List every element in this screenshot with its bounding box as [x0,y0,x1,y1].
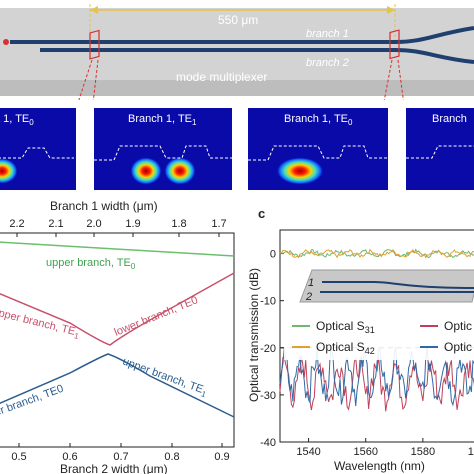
bottom-tick-3: 0.7 [113,451,128,463]
label-te0-left: er branch, TE0 [0,383,65,419]
multiplexer-label: mode multiplexer [176,70,267,84]
waveguide-branch2 [40,48,474,64]
inset-label-1: 1 [308,277,314,289]
mode-tile-2: Branch 1, TE1 [94,108,232,190]
transmission-chart: c Optical transmission (dB) 0 -10 -20 -30 -4… [247,206,474,473]
branch2-label: branch 2 [306,57,349,69]
legend-s42: Optical S [316,340,365,354]
legend-s42-sub: 42 [365,346,375,356]
legend-blue: Optic [444,340,472,354]
spectrum-frame [279,229,474,443]
x-axis-label: Wavelength (nm) [334,459,425,473]
top-axis-label: Branch 1 width (μm) [50,199,158,213]
branch1-label: branch 1 [306,28,349,40]
curve-te0-upper [0,353,235,418]
callout-line-4 [397,59,404,100]
mode-sub-3: 0 [348,118,353,127]
legend-s31: Optical S [316,319,365,333]
top-tick-3: 2.0 [86,218,101,230]
y-ticks: 0 -10 -20 -30 -40 [260,249,284,449]
top-tick-labels: 2.2 2.1 2.0 1.9 1.8 1.7 [9,218,226,230]
y-tick-label-2: -20 [260,343,276,355]
bottom-tick-5: 0.9 [214,451,229,463]
svg-text:Branch: Branch [432,113,467,125]
svg-text:pper branch, TE1: pper branch, TE1 [0,307,81,341]
width-sweep-chart: Branch 1 width (μm) 2.2 2.1 2.0 1.9 1.8 … [0,199,235,474]
x-tick-label-2: 1580 [411,446,435,458]
label-upper-te0: upper branch, TE [46,257,131,269]
top-tick-2: 2.1 [48,218,63,230]
label-upper-te0-sub: 0 [131,262,136,271]
mode-label-2: Branch 1, TE [128,113,192,125]
top-schematic: 550 μm branch 1 branch 2 mode multiplexe… [0,4,474,100]
curve-upper-te0 [0,241,235,257]
y-axis-label: Optical transmission (dB) [247,268,261,402]
label-upper-te1-sub: 1 [200,389,208,399]
svg-text:Optical S31: Optical S31 [316,319,375,335]
cross-section-marker-left [89,29,100,60]
waveguide-branch1 [10,26,474,44]
mode-label-1: a 1, TE [0,113,29,125]
substrate-edge [0,80,474,96]
y-tick-label-0: 0 [270,249,276,261]
x-tick-label-1: 1560 [353,446,377,458]
top-tick-6: 1.7 [211,218,226,230]
mode-label-3: Branch 1, TE [284,113,348,125]
mode-tile-1: a 1, TE0 [0,108,76,190]
mode-profiles: a 1, TE0 Branch 1, TE1 Branch 1, TE0 Bra… [0,108,474,190]
arrow-right [387,6,395,14]
mode-sub-1: 0 [29,118,34,127]
inset-device: 1 2 [299,269,474,303]
legend-red: Optic [444,319,472,333]
svg-text:Branch 1, TE0: Branch 1, TE0 [284,113,353,127]
label-te1-left: pper branch, TE [0,307,77,338]
plot-frame [0,232,235,448]
callout-line-1 [78,59,93,100]
svg-text:a 1, TE0: a 1, TE0 [0,113,34,127]
x-tick-label-0: 1540 [296,446,320,458]
svg-text:Optical S42: Optical S42 [316,340,375,356]
y-tick-label-3: -30 [260,390,276,402]
mode-tile-3: Branch 1, TE0 [248,108,388,190]
y-tick-label-1: -10 [260,296,276,308]
bottom-tick-4: 0.8 [164,451,179,463]
top-tick-1: 2.2 [9,218,24,230]
top-tick-5: 1.8 [171,218,186,230]
top-tick-4: 1.9 [125,218,140,230]
bottom-tick-labels: 0.5 0.6 0.7 0.8 0.9 [11,451,229,463]
x-ticks: 1540 1560 1580 1600 [296,438,474,458]
length-label: 550 μm [218,13,258,27]
series-line-0 [279,248,474,259]
bottom-tick-1: 0.5 [11,451,26,463]
mode-tile-4: Branch [406,108,474,190]
series-line-1 [279,248,474,259]
legend: Optical S31 Optical S42 Optic Optic [284,308,474,360]
mode-label-4: Branch [432,113,467,125]
arrow-left [90,6,98,14]
legend-s31-sub: 31 [365,325,375,335]
callout-line-2 [92,59,99,100]
label-te1-left-sub: 1 [73,331,80,341]
svg-text:upper branch, TE0: upper branch, TE0 [46,257,136,271]
panel-label-c: c [258,206,265,221]
cross-section-marker-right [389,29,400,60]
input-port-icon [3,39,9,45]
tick-marks [16,233,223,447]
label-upper-te1: upper branch, TE [121,356,205,396]
svg-text:Branch 1, TE1: Branch 1, TE1 [128,113,197,127]
svg-text:upper branch, TE1: upper branch, TE1 [120,356,209,400]
bottom-tick-2: 0.6 [62,451,77,463]
bottom-axis-label: Branch 2 width (μm) [60,462,168,474]
x-tick-label-3: 1600 [468,446,474,458]
callout-line-3 [383,59,393,100]
label-lower-te0: lower branch, TE0 [113,294,200,338]
mode-sub-2: 1 [192,118,197,127]
y-tick-label-4: -40 [260,437,276,449]
inset-label-2: 2 [305,291,312,303]
curve-te1-lower [0,272,235,346]
